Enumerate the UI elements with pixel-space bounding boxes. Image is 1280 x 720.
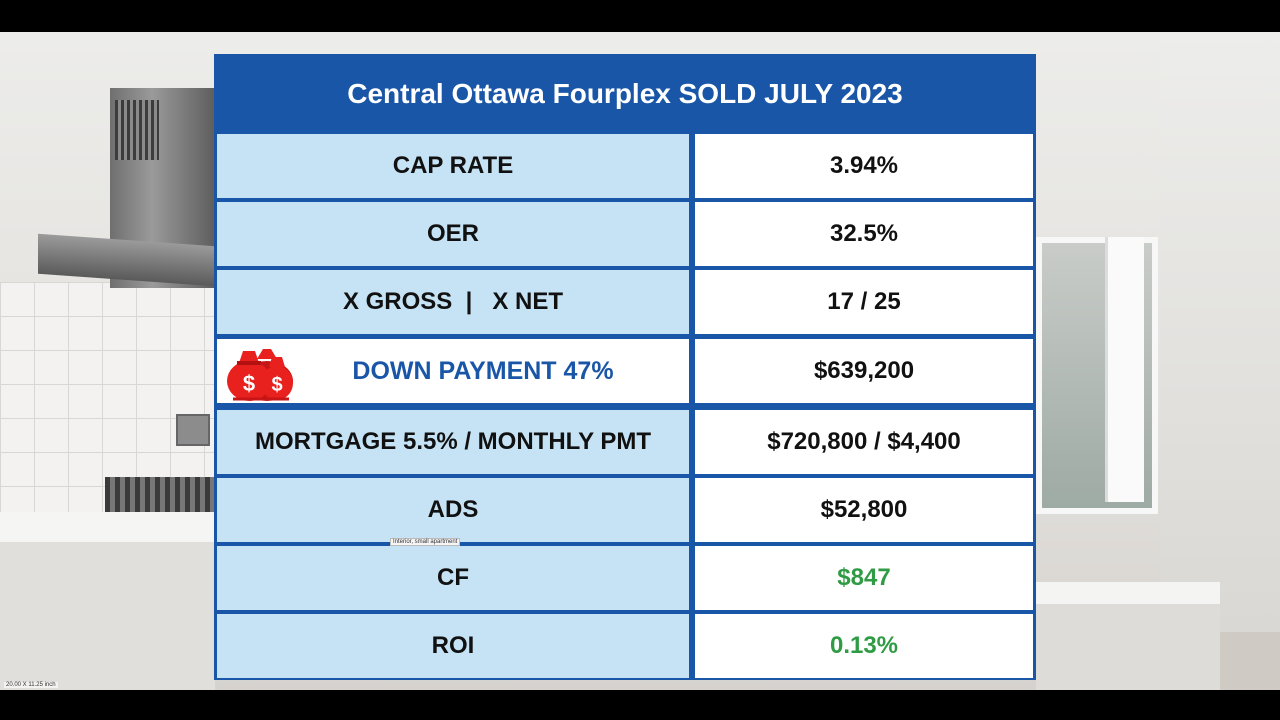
row-label: ADS [217, 478, 689, 542]
row-value: 0.13% [695, 614, 1033, 678]
letterbox-bottom [0, 690, 1280, 720]
counter-left [0, 512, 215, 542]
window-frame [1105, 237, 1144, 502]
table-row-down-payment: $ $ DOWN PAYMENT 47% $639,200 [217, 339, 1033, 403]
row-value: 17 / 25 [695, 270, 1033, 334]
row-label: X GROSS | X NET [217, 270, 689, 334]
gas-stove [105, 477, 215, 512]
row-label: CAP RATE [217, 134, 689, 198]
row-label: MORTGAGE 5.5% / MONTHLY PMT [217, 410, 689, 474]
table-row: OER 32.5% [217, 202, 1033, 266]
table-row: X GROSS | X NET 17 / 25 [217, 270, 1033, 334]
cabinet-right [1036, 604, 1220, 690]
row-label: OER [217, 202, 689, 266]
svg-text:$: $ [271, 374, 282, 396]
row-value: $720,800 / $4,400 [695, 410, 1033, 474]
money-bags-icon: $ $ [227, 349, 293, 401]
row-value: 32.5% [695, 202, 1033, 266]
cabinet-left [0, 542, 215, 690]
letterbox-top [0, 0, 1280, 32]
row-value: $52,800 [695, 478, 1033, 542]
row-value: $847 [695, 546, 1033, 610]
table-row: MORTGAGE 5.5% / MONTHLY PMT $720,800 / $… [217, 410, 1033, 474]
table-title: Central Ottawa Fourplex SOLD JULY 2023 [347, 77, 903, 109]
table-row: ADS $52,800 [217, 478, 1033, 542]
table-row: CF $847 [217, 546, 1033, 610]
wall-outlet [176, 414, 210, 446]
table-row: ROI 0.13% [217, 614, 1033, 678]
row-label-cell: $ $ DOWN PAYMENT 47% [217, 339, 689, 403]
range-hood-vent [115, 100, 159, 160]
row-label: ROI [217, 614, 689, 678]
table-row: CAP RATE 3.94% [217, 134, 1033, 198]
investment-table: Central Ottawa Fourplex SOLD JULY 2023 C… [214, 54, 1036, 680]
floor [1220, 632, 1280, 690]
counter-right [1036, 582, 1220, 604]
right-wall [1160, 32, 1280, 690]
row-value: $639,200 [695, 339, 1033, 403]
tooltip: Interior, small apartment [390, 538, 461, 546]
row-label: DOWN PAYMENT 47% [352, 356, 614, 385]
image-size-caption: 20.00 X 11.25 inch [4, 682, 58, 688]
row-label: CF [217, 546, 689, 610]
row-value: 3.94% [695, 134, 1033, 198]
svg-text:$: $ [243, 371, 255, 396]
